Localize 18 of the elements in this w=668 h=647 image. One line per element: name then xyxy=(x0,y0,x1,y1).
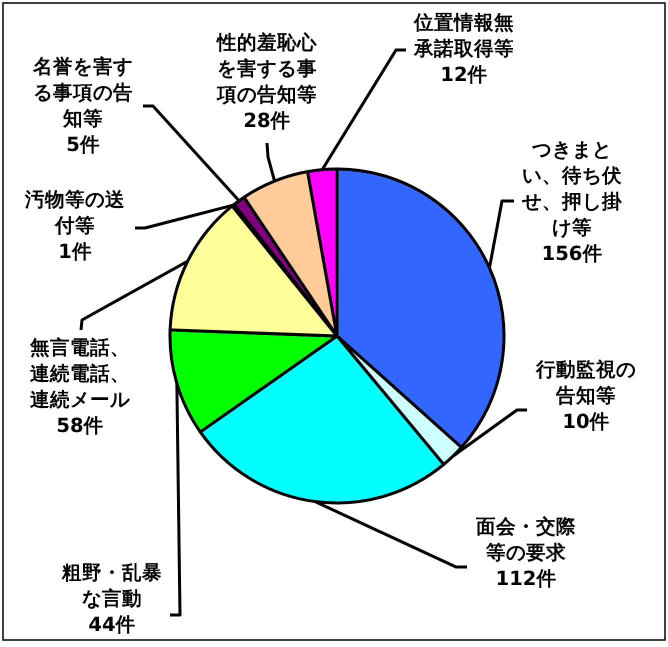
data-label: 12件 xyxy=(439,62,489,88)
slice-label: 汚物等の送付等 xyxy=(24,187,126,239)
slice-label: 無言電話、連続電話、連続メール xyxy=(28,335,131,413)
slice-label: 行動監視の告知等 xyxy=(534,357,637,409)
slice-label: 名誉を害する事項の告知等 xyxy=(32,54,134,132)
data-label: 10件 xyxy=(561,409,611,435)
data-label: 28件 xyxy=(242,108,292,134)
data-label: 58件 xyxy=(55,413,105,439)
data-label: 1件 xyxy=(57,239,93,265)
slice-label: 性的羞恥心を害する事項の告知等 xyxy=(215,30,318,108)
slice-label: 面会・交際等の要求 xyxy=(475,514,577,566)
data-label: 5件 xyxy=(65,132,101,158)
data-label: 44件 xyxy=(87,612,137,638)
slice-label: 粗野・乱暴な言動 xyxy=(60,560,163,612)
data-label: 156件 xyxy=(540,241,604,267)
slice-label: つきまとい、待ち伏せ、押し掛け等 xyxy=(521,137,623,241)
slice-label: 位置情報無承諾取得等 xyxy=(412,10,515,62)
data-label: 112件 xyxy=(494,566,558,592)
